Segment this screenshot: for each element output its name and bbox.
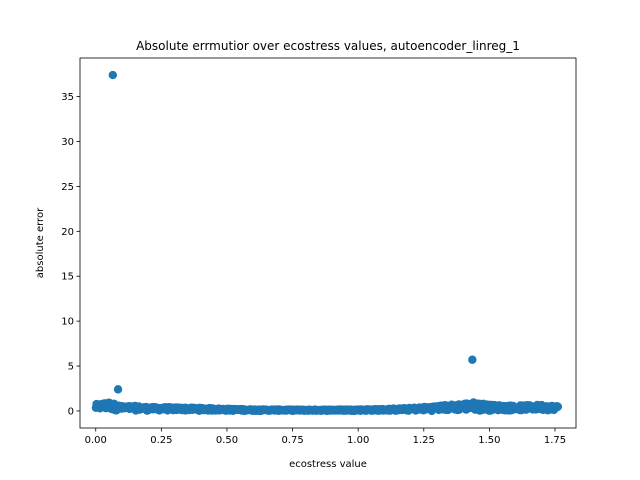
x-tick-label: 1.25	[413, 435, 435, 446]
y-tick-label: 10	[61, 317, 74, 328]
x-tick-label: 0.25	[150, 435, 172, 446]
x-axis-ticks: 0.00 0.25 0.50 0.75 1.00 1.25 1.50 1.75	[85, 428, 566, 446]
y-tick-label: 25	[61, 182, 74, 193]
y-tick-label: 35	[61, 92, 74, 103]
y-tick-label: 20	[61, 227, 74, 238]
x-tick-label: 1.50	[478, 435, 500, 446]
x-tick-label: 0.00	[85, 435, 107, 446]
plot-area-frame	[79, 57, 577, 429]
outlier-point	[468, 355, 477, 364]
y-axis-ticks: 0 5 10 15 20 25 30 35	[61, 92, 80, 417]
y-tick-label: 15	[61, 272, 74, 283]
y-axis-label: absolute error	[35, 207, 46, 278]
chart-title: Absolute errmutior over ecostress values…	[136, 39, 520, 53]
scatter-point	[553, 402, 563, 411]
outlier-point	[113, 385, 123, 394]
x-tick-label: 0.75	[281, 435, 303, 446]
y-tick-label: 30	[61, 137, 74, 148]
x-tick-label: 1.00	[347, 435, 369, 446]
outlier-point	[108, 70, 118, 80]
x-axis-label: ecostress value	[289, 459, 367, 470]
y-tick-label: 0	[68, 406, 74, 417]
y-tick-label: 5	[68, 362, 74, 373]
x-tick-label: 1.75	[544, 435, 566, 446]
x-tick-label: 0.50	[216, 435, 238, 446]
data-points	[91, 70, 563, 416]
